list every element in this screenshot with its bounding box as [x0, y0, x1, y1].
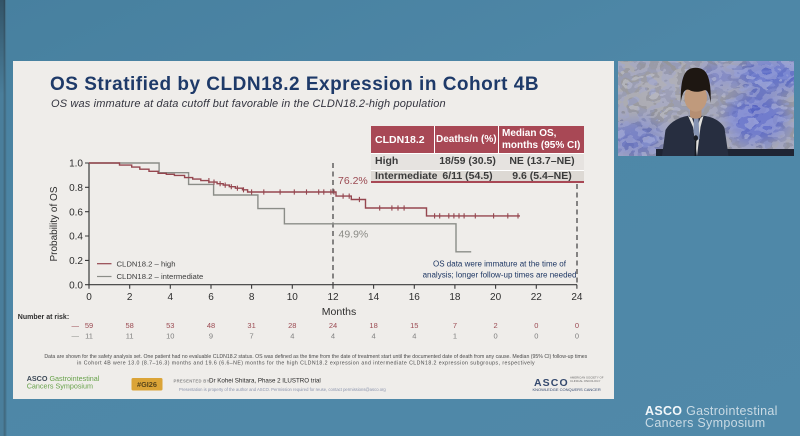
svg-text:22: 22 [531, 292, 543, 303]
svg-text:16: 16 [409, 292, 421, 303]
svg-text:14: 14 [368, 292, 380, 303]
svg-text:48: 48 [207, 321, 215, 330]
svg-text:0: 0 [575, 321, 579, 330]
svg-text:—: — [72, 331, 80, 340]
svg-text:Presentation is property of th: Presentation is property of the author a… [179, 387, 386, 392]
svg-text:PRESENTED BY:: PRESENTED BY: [174, 379, 212, 384]
svg-text:KNOWLEDGE CONQUERS CANCER: KNOWLEDGE CONQUERS CANCER [533, 387, 601, 392]
svg-text:53: 53 [166, 321, 174, 330]
svg-text:0: 0 [86, 292, 92, 303]
svg-text:15: 15 [410, 321, 418, 330]
svg-text:0.4: 0.4 [69, 232, 83, 243]
svg-text:0.0: 0.0 [69, 280, 83, 291]
svg-text:9: 9 [209, 331, 213, 340]
svg-text:ASCO Gastrointestinal: ASCO Gastrointestinal [27, 374, 100, 383]
svg-text:24: 24 [329, 321, 337, 330]
svg-text:Data are shown for the safety: Data are shown for the safety analysis s… [44, 354, 587, 360]
svg-text:49.9%: 49.9% [339, 229, 369, 241]
svg-text:1: 1 [453, 331, 457, 340]
svg-text:7: 7 [250, 331, 254, 340]
svg-text:analysis; longer follow-up tim: analysis; longer follow-up times are nee… [423, 270, 577, 279]
svg-text:OS data were immature at the t: OS data were immature at the time of [433, 260, 567, 269]
svg-text:Probability of OS: Probability of OS [49, 186, 60, 261]
svg-text:4: 4 [412, 331, 416, 340]
svg-text:0.6: 0.6 [69, 207, 83, 218]
svg-text:76.2%: 76.2% [338, 175, 368, 187]
svg-text:ASCO: ASCO [534, 377, 569, 389]
svg-text:6: 6 [208, 292, 214, 303]
svg-text:11: 11 [126, 331, 134, 340]
svg-text:0: 0 [575, 331, 579, 340]
svg-text:58: 58 [126, 321, 134, 330]
svg-text:CLINICAL ONCOLOGY: CLINICAL ONCOLOGY [570, 379, 600, 383]
svg-text:4: 4 [290, 331, 294, 340]
svg-text:10: 10 [287, 292, 299, 303]
svg-text:4: 4 [331, 331, 335, 340]
svg-text:18: 18 [449, 292, 461, 303]
svg-text:Dr Kohei Shitara, Phase 2 ILUS: Dr Kohei Shitara, Phase 2 ILUSTRO trial [209, 378, 321, 385]
svg-text:4: 4 [168, 292, 174, 303]
svg-text:0.8: 0.8 [69, 183, 83, 194]
svg-text:0: 0 [494, 331, 498, 340]
svg-text:in Cohort 4B were 13.0 (8.7–16: in Cohort 4B were 13.0 (8.7–16.3) months… [77, 360, 535, 366]
svg-text:2: 2 [127, 292, 133, 303]
svg-text:31: 31 [247, 321, 255, 330]
svg-text:0: 0 [534, 321, 538, 330]
svg-text:0.2: 0.2 [69, 256, 83, 267]
svg-text:CLDN18.2 – intermediate: CLDN18.2 – intermediate [117, 272, 204, 281]
svg-text:4: 4 [372, 331, 376, 340]
svg-text:8: 8 [249, 292, 255, 303]
svg-text:28: 28 [288, 321, 296, 330]
svg-text:18: 18 [369, 321, 377, 330]
svg-text:20: 20 [490, 292, 502, 303]
svg-text:7: 7 [453, 321, 457, 330]
svg-text:—: — [72, 321, 80, 330]
svg-text:59: 59 [85, 321, 93, 330]
svg-text:1.0: 1.0 [69, 159, 83, 170]
svg-text:AMERICAN SOCIETY OF: AMERICAN SOCIETY OF [570, 376, 604, 380]
svg-text:12: 12 [327, 292, 339, 303]
svg-text:0: 0 [534, 331, 538, 340]
svg-text:24: 24 [571, 292, 583, 303]
svg-text:CLDN18.2 – high: CLDN18.2 – high [117, 259, 176, 268]
svg-text:11: 11 [85, 331, 93, 340]
svg-text:2: 2 [494, 321, 498, 330]
svg-text:Months: Months [322, 306, 356, 318]
svg-text:Cancers Symposium: Cancers Symposium [27, 381, 93, 390]
svg-text:#GI26: #GI26 [137, 380, 157, 389]
svg-text:10: 10 [166, 331, 174, 340]
svg-text:Number at risk:: Number at risk: [18, 314, 69, 321]
